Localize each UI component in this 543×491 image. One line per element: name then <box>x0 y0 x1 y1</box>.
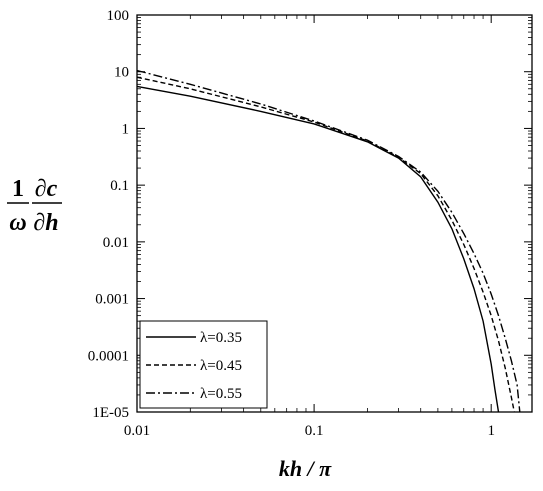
plot-frame <box>136 14 533 413</box>
tick-labels: 100 10 1 0.1 0.01 0.001 0.0001 1E-05 0.01 0.1 1 <box>88 8 495 439</box>
y-tick-label: 100 <box>107 8 130 24</box>
series-line-2 <box>136 76 515 413</box>
y-tick-label: 0.001 <box>95 292 129 308</box>
y-tick-label: 1 <box>122 121 130 137</box>
y-title-numerator-left: 1 <box>12 176 24 202</box>
legend-label-1: λ=0.35 <box>200 330 242 346</box>
y-tick-label: 0.1 <box>110 178 129 194</box>
legend-box <box>139 320 268 409</box>
series-layer <box>136 69 521 413</box>
series-line-1 <box>136 85 500 413</box>
x-tick-label: 1 <box>487 423 495 439</box>
legend-items: λ=0.35 λ=0.45 λ=0.55 <box>146 330 242 402</box>
y-tick-label: 0.01 <box>103 235 129 251</box>
y-title-denominator-left: ω <box>9 210 26 236</box>
x-tick-label: 0.1 <box>305 423 324 439</box>
legend-label-3: λ=0.55 <box>200 386 242 402</box>
series-line-3 <box>136 69 521 413</box>
y-tick-label: 0.0001 <box>88 348 129 364</box>
x-tick-label: 0.01 <box>124 423 150 439</box>
legend: λ=0.35 λ=0.45 λ=0.55 <box>139 320 268 409</box>
y-axis-title: 1 ω ∂c ∂h <box>7 176 62 236</box>
y-title-denominator-right: ∂h <box>33 210 58 236</box>
legend-label-2: λ=0.45 <box>200 358 242 374</box>
x-axis-title: kh / π <box>279 456 332 481</box>
y-tick-label: 10 <box>114 65 129 81</box>
y-title-numerator-right: ∂c <box>35 176 58 202</box>
y-tick-label: 1E-05 <box>92 405 129 421</box>
